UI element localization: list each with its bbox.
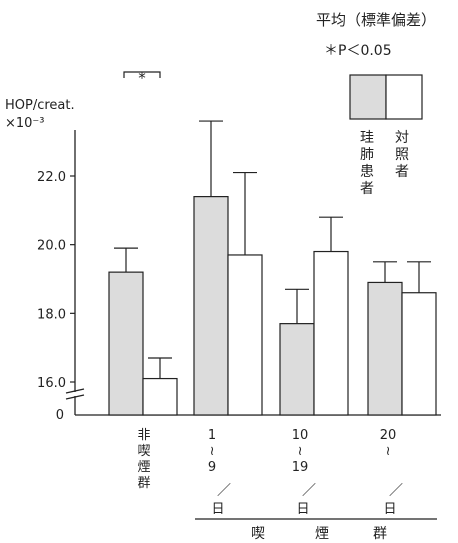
y-tick-label: 22.0	[37, 170, 66, 185]
bar	[193, 196, 229, 416]
legend-label-char: 肺	[360, 147, 374, 163]
legend-label-char: 患	[360, 164, 374, 180]
group-label-char: 喫	[251, 526, 265, 542]
per-day-slash: ／	[389, 483, 403, 499]
x-category-label: 煙	[137, 460, 150, 475]
x-category-label: 1	[208, 428, 216, 443]
y-ticks: 16.0 18.0 20.0 22.0	[37, 170, 75, 391]
per-day-slash: ／	[217, 483, 231, 499]
per-day-label: 日	[296, 502, 309, 517]
bracket-line	[123, 71, 161, 78]
y-tick-label-zero: 0	[56, 408, 64, 423]
x-category-label: 9	[208, 460, 216, 475]
legend-label-char: 者	[395, 164, 409, 180]
x-category-label: 19	[292, 460, 309, 475]
per-day-label: 日	[383, 502, 396, 517]
error-bars	[114, 120, 431, 379]
y-axis-label: HOP/creat.	[5, 98, 75, 113]
bars	[108, 196, 437, 416]
x-category-label: 群	[137, 476, 150, 491]
bar	[367, 281, 403, 416]
legend-swatch-silicosis	[349, 74, 387, 120]
x-category-label: 喫	[137, 444, 150, 459]
per-day-labels: ／ 日 ／ 日 ／ 日	[211, 483, 403, 517]
significance-note: ＊P＜0.05	[324, 43, 392, 59]
legend-label-char: 珪	[360, 130, 374, 146]
bar	[401, 292, 437, 416]
y-tick-label: 20.0	[37, 239, 66, 254]
significance-bracket: *	[123, 69, 161, 87]
y-axis-unit: ×10⁻³	[5, 116, 45, 131]
legend-label-char: 対	[395, 130, 409, 146]
bar	[227, 254, 263, 416]
legend-label-char: 照	[395, 147, 409, 163]
axis-break-mark	[65, 388, 85, 400]
x-category-label: 20	[380, 428, 397, 443]
bar	[142, 377, 178, 416]
x-category-label: 10	[292, 428, 309, 443]
per-day-slash: ／	[302, 483, 316, 499]
x-category-label: ≀	[386, 444, 391, 459]
bar	[313, 250, 349, 416]
y-tick-label: 18.0	[37, 307, 66, 322]
x-category-label: 非	[137, 428, 150, 443]
significance-star: *	[138, 69, 146, 87]
bar	[279, 323, 315, 416]
chart-title: 平均（標準偏差）	[316, 11, 436, 29]
per-day-label: 日	[211, 502, 224, 517]
legend-swatch-control	[385, 74, 423, 120]
x-category-label: ≀	[210, 444, 215, 459]
bar	[108, 271, 144, 416]
group-label: 喫煙群	[251, 526, 387, 542]
y-tick-label: 16.0	[37, 376, 66, 391]
group-label-char: 群	[373, 526, 387, 542]
x-category-label: ≀	[298, 444, 303, 459]
legend-label-char: 者	[360, 181, 374, 197]
group-label-char: 煙	[315, 526, 329, 542]
